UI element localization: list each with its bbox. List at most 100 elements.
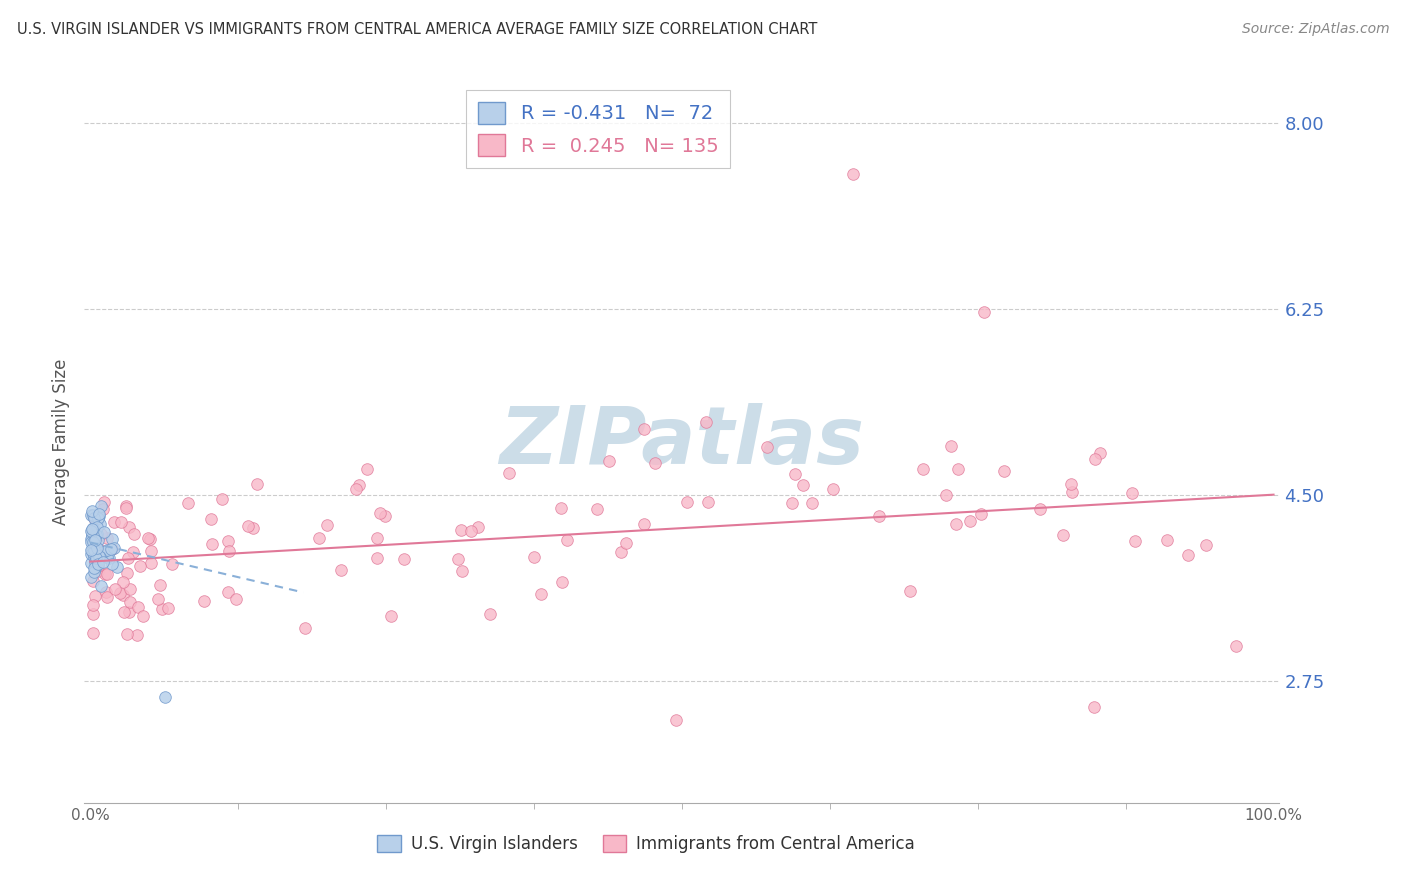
Point	[100, 532, 122, 546]
Point	[84, 525, 107, 540]
Point	[96, 549, 118, 564]
Point	[644, 456, 666, 470]
Point	[783, 467, 806, 482]
Point	[82, 520, 104, 534]
Point	[94, 585, 117, 599]
Point	[80, 526, 103, 541]
Point	[82, 542, 104, 557]
Point	[105, 559, 128, 574]
Point	[83, 540, 105, 554]
Point	[1062, 485, 1084, 500]
Point	[157, 601, 180, 615]
Point	[555, 533, 578, 547]
Point	[177, 496, 200, 510]
Point	[82, 574, 104, 589]
Point	[118, 582, 141, 596]
Point	[200, 511, 222, 525]
Text: Source: ZipAtlas.com: Source: ZipAtlas.com	[1241, 22, 1389, 37]
Point	[86, 527, 108, 541]
Point	[83, 525, 105, 540]
Point	[294, 621, 316, 635]
Point	[96, 550, 118, 565]
Point	[665, 713, 688, 727]
Point	[82, 508, 104, 523]
Point	[115, 566, 138, 580]
Point	[82, 542, 104, 557]
Point	[114, 499, 136, 513]
Point	[82, 530, 104, 544]
Point	[112, 588, 135, 602]
Point	[238, 519, 260, 533]
Point	[973, 305, 995, 319]
Point	[585, 502, 607, 516]
Point	[89, 550, 111, 565]
Point	[1225, 639, 1247, 653]
Point	[83, 524, 105, 538]
Point	[80, 535, 103, 549]
Point	[695, 416, 717, 430]
Point	[83, 565, 105, 579]
Point	[598, 453, 620, 467]
Point	[160, 558, 183, 572]
Point	[90, 548, 112, 562]
Legend: U.S. Virgin Islanders, Immigrants from Central America: U.S. Virgin Islanders, Immigrants from C…	[371, 828, 921, 860]
Point	[316, 518, 339, 533]
Point	[800, 496, 823, 510]
Point	[1121, 485, 1143, 500]
Point	[96, 550, 118, 565]
Point	[83, 529, 105, 543]
Point	[366, 551, 388, 566]
Point	[83, 535, 105, 549]
Point	[86, 541, 108, 555]
Point	[87, 511, 110, 525]
Point	[115, 627, 138, 641]
Point	[84, 557, 107, 571]
Point	[93, 525, 115, 540]
Point	[374, 508, 396, 523]
Y-axis label: Average Family Size: Average Family Size	[52, 359, 70, 524]
Point	[138, 532, 160, 546]
Point	[84, 556, 107, 570]
Point	[80, 530, 103, 544]
Point	[246, 477, 269, 491]
Point	[125, 628, 148, 642]
Point	[84, 528, 107, 542]
Point	[451, 564, 474, 578]
Point	[86, 520, 108, 534]
Point	[87, 557, 110, 571]
Point	[792, 478, 814, 492]
Point	[1123, 533, 1146, 548]
Point	[368, 506, 391, 520]
Point	[1194, 537, 1216, 551]
Point	[84, 589, 107, 603]
Point	[1052, 528, 1074, 542]
Point	[110, 515, 132, 529]
Point	[98, 551, 121, 566]
Point	[614, 536, 637, 550]
Point	[970, 507, 993, 521]
Point	[380, 609, 402, 624]
Point	[83, 543, 105, 558]
Point	[217, 585, 239, 599]
Point	[941, 439, 963, 453]
Point	[96, 543, 118, 558]
Point	[842, 167, 865, 181]
Point	[93, 548, 115, 562]
Point	[200, 537, 222, 551]
Point	[447, 552, 470, 566]
Point	[633, 422, 655, 436]
Point	[101, 557, 124, 571]
Point	[551, 575, 574, 590]
Point	[193, 594, 215, 608]
Point	[96, 531, 118, 545]
Point	[633, 516, 655, 531]
Point	[139, 557, 162, 571]
Point	[1084, 452, 1107, 467]
Point	[242, 521, 264, 535]
Point	[308, 532, 330, 546]
Point	[96, 567, 118, 582]
Point	[80, 508, 103, 523]
Point	[1088, 446, 1111, 460]
Point	[90, 499, 112, 513]
Point	[82, 546, 104, 560]
